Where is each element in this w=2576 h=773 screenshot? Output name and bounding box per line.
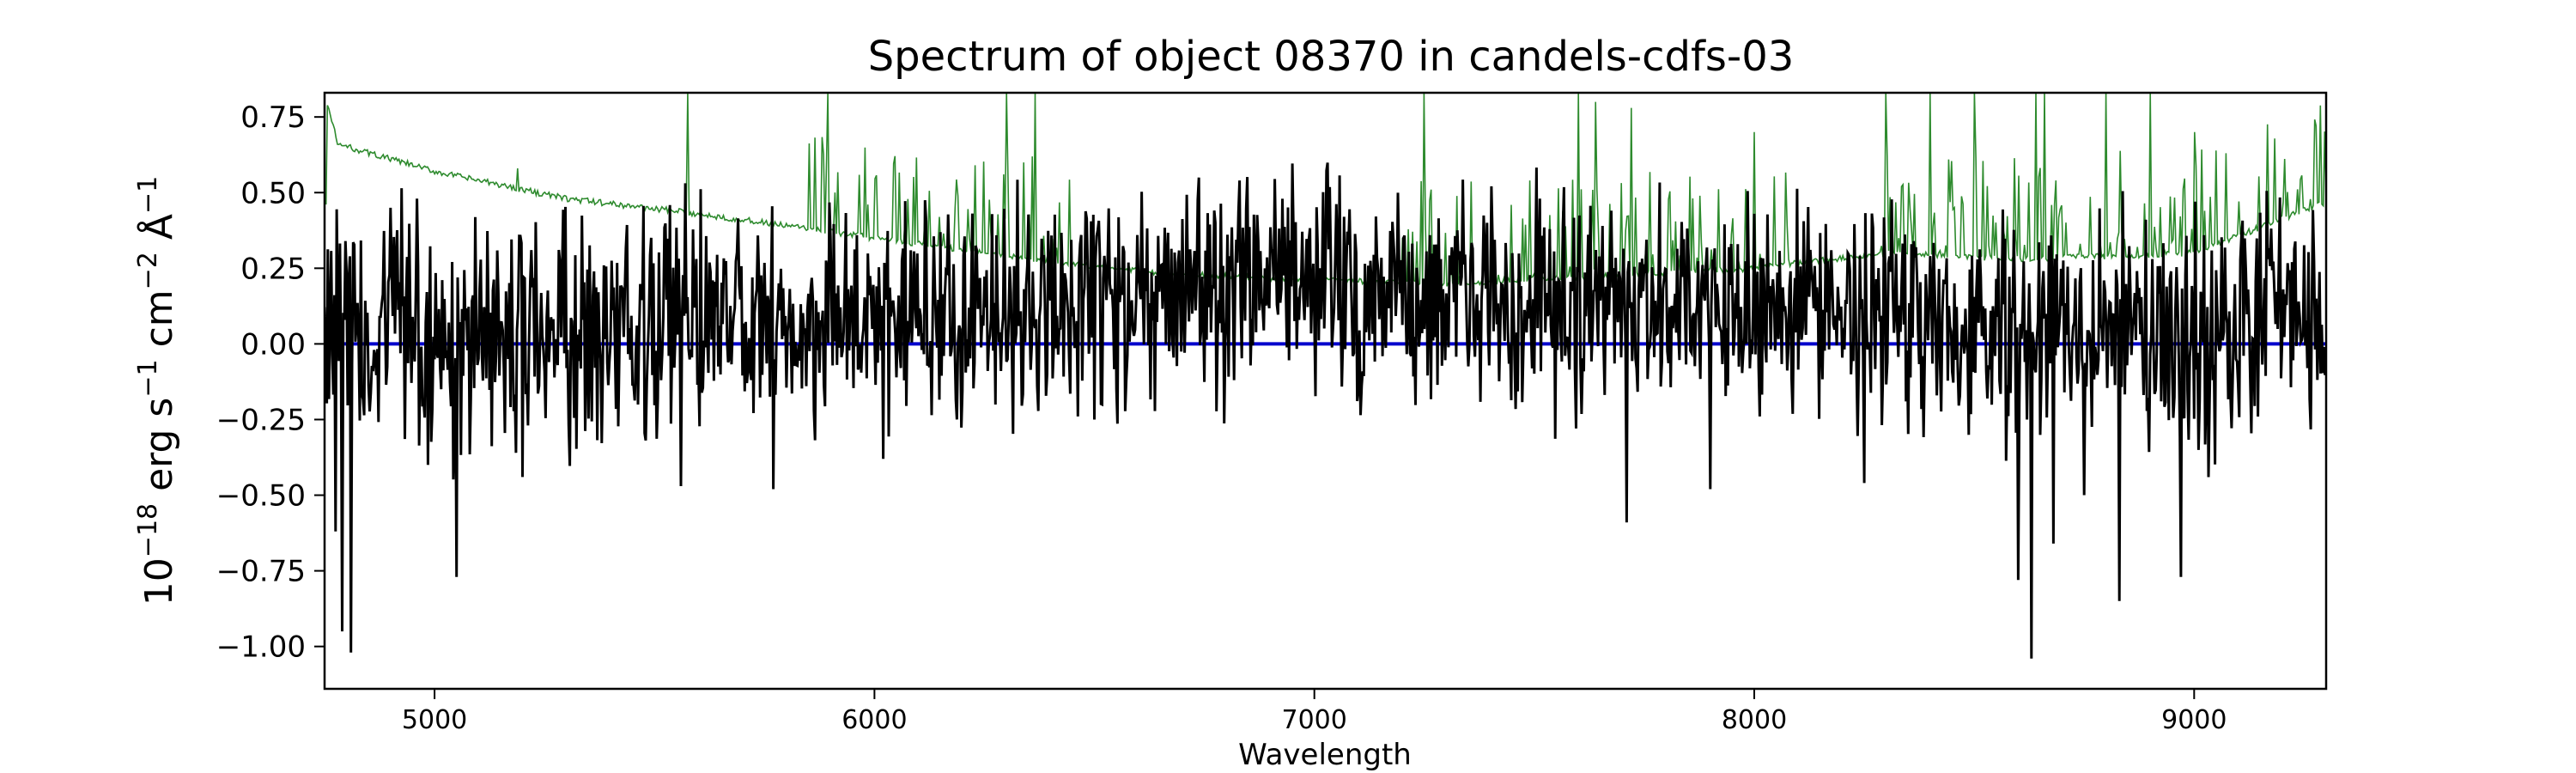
x-axis: 5000 6000 7000 8000 9000 [402,689,2227,735]
flux-spectrum-line [325,162,2326,659]
x-tick-label: 8000 [1722,705,1787,735]
y-tick-label: −0.75 [216,555,306,589]
x-axis-label: Wavelength [1238,738,1412,772]
series-layer [325,93,2326,659]
y-tick-label: 0.75 [240,100,306,135]
y-label-base: 10 [137,557,181,606]
x-tick-label: 9000 [2161,705,2227,735]
y-label-unit-part: −1 [133,176,163,214]
y-tick-label: 0.50 [240,176,306,210]
y-tick-label: −0.50 [216,479,306,514]
x-tick-label: 6000 [841,705,907,735]
y-axis-label: 10−18 erg s−1 cm−2 Å−1 [133,176,181,606]
y-tick-label: −1.00 [216,630,306,665]
chart-title: Spectrum of object 08370 in candels-cdfs… [868,33,1795,81]
plot-frame [323,91,2328,691]
y-tick-label: 0.00 [240,327,306,362]
y-label-exp: −18 [133,503,163,557]
y-tick-label: −0.25 [216,403,306,437]
y-label-unit-part: Å [136,214,181,252]
y-label-unit-part: cm [137,289,181,359]
y-label-unit-part: erg s [137,398,181,503]
y-tick-label: 0.25 [240,252,306,286]
y-axis: −1.00 −0.75 −0.50 −0.25 0.00 0.25 0.50 0.75 [216,100,325,665]
x-tick-label: 7000 [1282,705,1347,735]
x-tick-label: 5000 [402,705,467,735]
y-label-unit-part: −2 [133,252,163,289]
y-label-unit-part: −1 [133,359,163,397]
